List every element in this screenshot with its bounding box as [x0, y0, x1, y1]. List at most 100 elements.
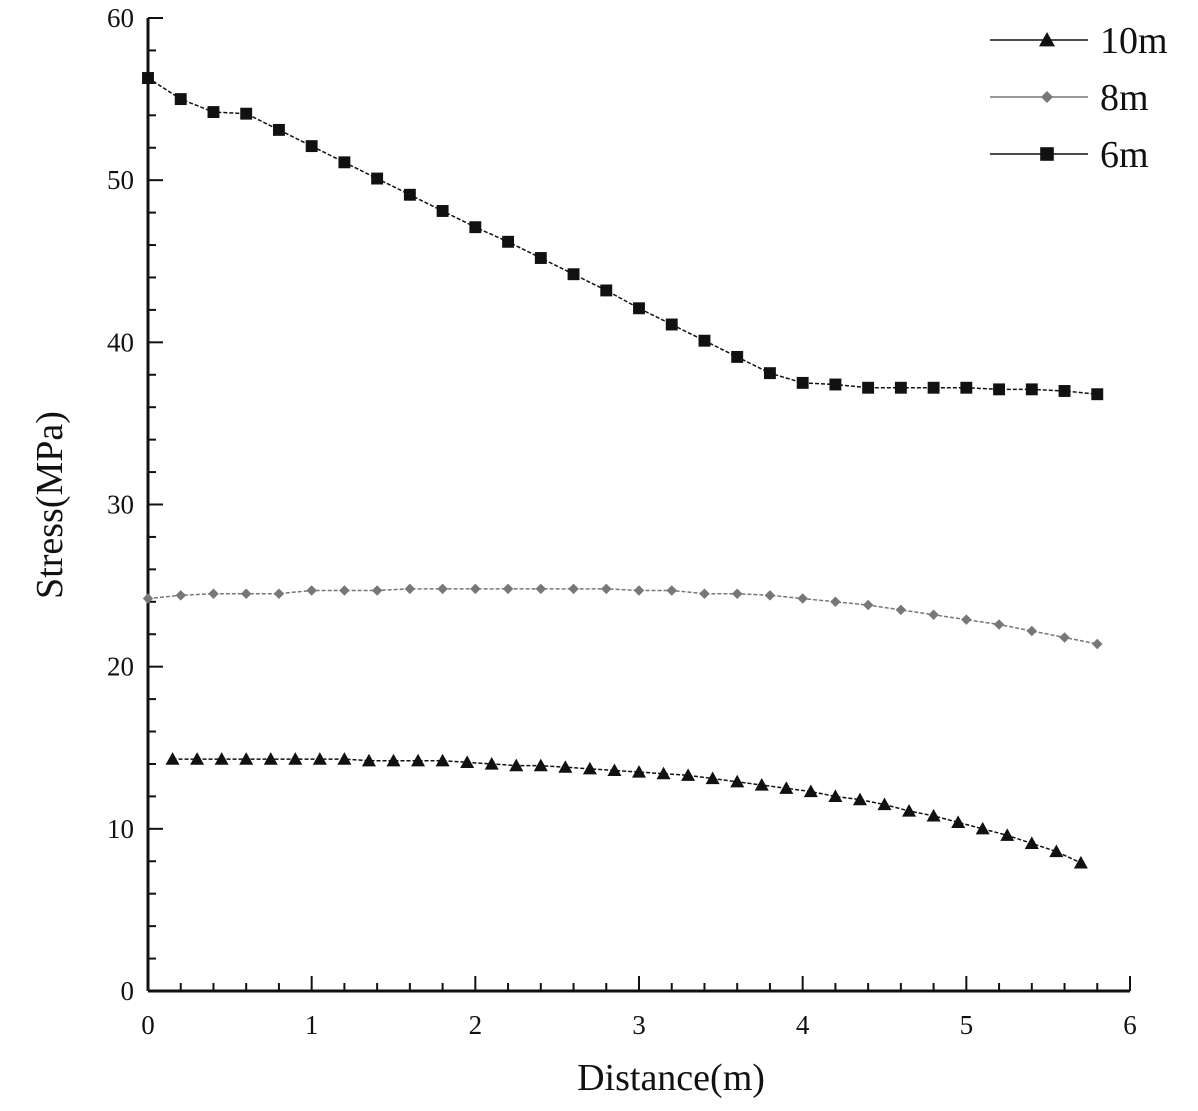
data-point [902, 803, 917, 817]
data-point [1049, 844, 1064, 858]
data-point [993, 383, 1006, 396]
series-10m [165, 752, 1088, 869]
data-point [699, 588, 710, 599]
data-point [960, 381, 973, 394]
data-point [361, 753, 376, 767]
data-point [666, 585, 677, 596]
x-tick-label: 2 [469, 1010, 483, 1040]
data-point [951, 815, 966, 828]
x-tick-label: 5 [960, 1010, 974, 1040]
data-point [877, 797, 892, 811]
data-point [437, 583, 448, 595]
data-point [928, 609, 939, 621]
data-point [763, 367, 776, 380]
x-tick-label: 4 [796, 1010, 810, 1040]
data-point [460, 755, 475, 768]
data-point [469, 221, 482, 234]
data-point [829, 378, 842, 391]
data-point [828, 789, 843, 802]
data-point [633, 585, 645, 596]
data-point [731, 350, 744, 363]
data-point [509, 758, 524, 772]
data-point [1058, 385, 1071, 397]
data-point [288, 752, 303, 765]
data-point [993, 619, 1005, 630]
data-point [208, 588, 219, 599]
series-line [147, 77, 1098, 395]
y-tick-label: 10 [107, 814, 134, 844]
data-point [632, 765, 646, 778]
y-tick-label: 60 [107, 3, 134, 33]
y-tick-label: 40 [107, 327, 134, 357]
data-point [174, 93, 187, 106]
data-point [371, 585, 383, 596]
x-tick-label: 0 [141, 1010, 155, 1040]
y-tick-label: 20 [107, 652, 134, 682]
y-tick-label: 30 [107, 490, 134, 520]
data-point [1025, 383, 1038, 396]
data-point [698, 334, 711, 347]
data-point [1059, 632, 1070, 643]
data-point [607, 763, 622, 777]
series-line [172, 758, 1082, 864]
x-axis-title: Distance(m) [577, 1057, 765, 1099]
data-point [797, 593, 808, 604]
data-point [386, 753, 401, 767]
legend-label: 6m [1100, 134, 1149, 176]
data-point [830, 596, 841, 608]
y-tick-label: 50 [107, 165, 134, 195]
data-point [862, 599, 874, 611]
data-point [165, 752, 180, 765]
data-point [665, 318, 678, 331]
legend-marker [1039, 32, 1055, 47]
legend-marker [1041, 91, 1053, 103]
data-point [852, 792, 867, 806]
x-tick-label: 6 [1123, 1010, 1137, 1040]
data-point [240, 107, 253, 120]
data-point [306, 585, 317, 596]
data-point [926, 808, 941, 822]
y-axis-title: Stress(MPa) [29, 411, 71, 599]
data-point [142, 72, 154, 84]
legend-marker [1040, 147, 1054, 161]
data-point [470, 583, 481, 595]
data-point [338, 156, 351, 169]
data-point [404, 583, 416, 595]
data-point [305, 140, 318, 153]
series-6m [142, 72, 1104, 401]
data-point [239, 752, 254, 765]
data-point [535, 583, 547, 595]
data-point [633, 302, 645, 315]
data-point [142, 593, 154, 604]
x-tick-label: 3 [632, 1010, 646, 1040]
data-point [731, 588, 743, 599]
data-point [1024, 836, 1039, 850]
data-point [779, 781, 794, 794]
data-point [273, 588, 285, 599]
x-tick-label: 1 [305, 1010, 319, 1040]
data-point [371, 172, 384, 185]
data-point [272, 123, 285, 136]
data-point [567, 268, 580, 281]
data-point [534, 252, 547, 264]
data-point [436, 205, 449, 217]
data-point [895, 604, 907, 616]
data-point [582, 761, 597, 775]
data-point [484, 756, 499, 770]
series-8m [142, 583, 1103, 650]
data-point [764, 590, 776, 601]
data-point [1092, 638, 1103, 650]
y-tick-label: 0 [121, 976, 135, 1006]
data-point [975, 821, 990, 835]
data-point [862, 381, 875, 394]
series-line [147, 588, 1098, 645]
data-point [403, 188, 416, 201]
legend: 10m 8m 6m [990, 20, 1168, 176]
data-point [435, 753, 450, 767]
data-point [533, 758, 548, 772]
data-point [214, 752, 229, 765]
data-point [263, 752, 278, 765]
legend-label: 10m [1100, 20, 1168, 62]
data-point [656, 766, 671, 780]
